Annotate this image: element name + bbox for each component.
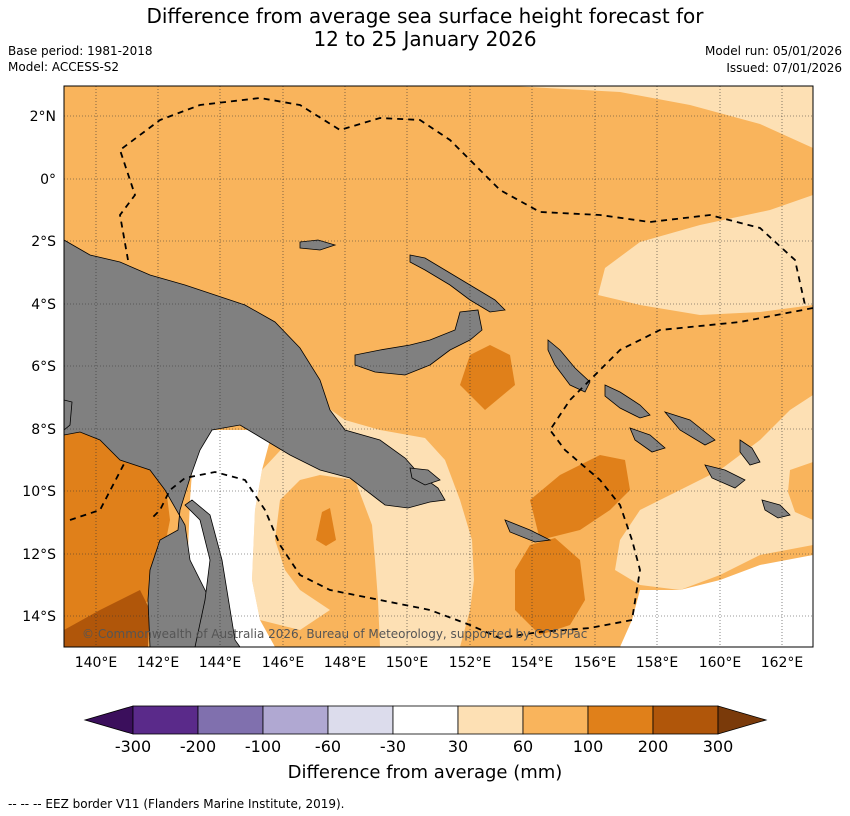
- lon-label: 146°E: [262, 655, 305, 671]
- colorbar-segment: [132, 705, 199, 735]
- colorbar-tick-label: 300: [703, 737, 734, 756]
- anomaly-60-100-east-edge: [788, 462, 813, 520]
- colorbar-title: Difference from average (mm): [287, 762, 563, 783]
- colorbar: -300 -200 -100 -60 -30 30 60 100 200 300: [83, 705, 768, 756]
- colorbar-tick-label: 30: [448, 737, 468, 756]
- anomaly-100-200-coral-small: [316, 508, 336, 546]
- anomaly-100-200-south: [515, 538, 585, 635]
- model-run: Model run: 05/01/2026: [704, 44, 842, 58]
- colorbar-tick-label: -100: [245, 737, 281, 756]
- colorbar-tick-label: 100: [573, 737, 604, 756]
- anomaly-30-60-e: [598, 195, 813, 315]
- lon-label: 144°E: [199, 655, 242, 671]
- anomaly-100-200-east: [530, 455, 630, 540]
- new-ireland-island: [409, 254, 506, 313]
- graticule: [64, 86, 813, 647]
- lat-label: 12°S: [22, 547, 56, 563]
- lon-label: 154°E: [511, 655, 554, 671]
- copyright-notice: © Commonwealth of Australia 2026, Bureau…: [82, 627, 587, 641]
- small-island-east: [761, 499, 791, 519]
- colorbar-tick-label: -300: [115, 737, 151, 756]
- lon-label: 142°E: [137, 655, 180, 671]
- colorbar-segment: [522, 705, 589, 735]
- west-island-edge: [64, 399, 73, 431]
- malaita-island: [663, 411, 716, 446]
- colorbar-segment: [457, 705, 524, 735]
- lon-label: 162°E: [761, 655, 804, 671]
- lat-label: 6°S: [31, 359, 56, 375]
- makira-island: [739, 439, 761, 466]
- anomaly-neutral-se: [620, 555, 813, 647]
- lon-label: 156°E: [574, 655, 617, 671]
- colorbar-tick-label: 200: [638, 737, 669, 756]
- lat-label: 14°S: [22, 609, 56, 625]
- anomaly-200-300-sw: [64, 590, 150, 647]
- eez-west: [69, 461, 126, 521]
- map-area: [64, 86, 813, 647]
- lat-label: 2°N: [30, 109, 56, 125]
- eez-footnote: -- -- -- EEZ border V11 (Flanders Marine…: [8, 797, 345, 811]
- base-period: Base period: 1981-2018: [8, 44, 153, 58]
- lat-label: 8°S: [31, 422, 56, 438]
- eez-png-solomon: [548, 307, 813, 621]
- map-frame: [63, 85, 814, 648]
- colorbar-tick-label: -200: [180, 737, 216, 756]
- rennell-island: [704, 464, 746, 489]
- lon-label: 158°E: [636, 655, 679, 671]
- colorbar-extend-low: [83, 705, 134, 735]
- louisiade-island: [504, 519, 552, 543]
- anomaly-30-60-se: [615, 395, 813, 590]
- new-britain-island: [354, 309, 483, 376]
- title-line-1: Difference from average sea surface heig…: [146, 4, 704, 28]
- colorbar-segment: [587, 705, 654, 735]
- lon-label: 140°E: [75, 655, 118, 671]
- colorbar-segment: [327, 705, 394, 735]
- eez-borders: [69, 97, 813, 639]
- longitude-labels: 140°E 142°E 144°E 146°E 148°E 150°E 152°E 154°E…: [75, 655, 804, 671]
- guadalcanal-island: [629, 427, 666, 453]
- choiseul-island: [604, 384, 651, 419]
- cape-york-peninsula: [184, 499, 241, 647]
- title-line-2: 12 to 25 January 2026: [313, 27, 537, 51]
- colorbar-segment: [652, 705, 719, 735]
- anomaly-30-60-ne: [510, 86, 813, 148]
- model-name: Model: ACCESS-S2: [8, 60, 120, 74]
- colorbar-tick-label: -30: [380, 737, 406, 756]
- dentrecasteaux-island: [409, 467, 441, 486]
- anomaly-100-200-west: [64, 430, 170, 630]
- colorbar-segment: [392, 705, 459, 735]
- lat-label: 2°S: [31, 234, 56, 250]
- eez-png-australia: [149, 471, 633, 639]
- lat-label: 10°S: [22, 484, 56, 500]
- new-guinea-landmass: [64, 239, 446, 647]
- lon-label: 152°E: [449, 655, 492, 671]
- lat-label: 4°S: [31, 297, 56, 313]
- lon-label: 148°E: [324, 655, 367, 671]
- manus-island: [299, 239, 337, 251]
- colorbar-segment: [262, 705, 329, 735]
- issued-date: Issued: 07/01/2026: [726, 61, 842, 75]
- lat-label: 0°: [40, 172, 56, 188]
- lon-label: 150°E: [386, 655, 429, 671]
- latitude-labels: 2°N 0° 2°S 4°S 6°S 8°S 10°S 12°S 14°S: [22, 109, 56, 625]
- lon-label: 160°E: [699, 655, 742, 671]
- anomaly-100-200-solomon-sea: [460, 345, 515, 410]
- colorbar-extend-high: [717, 705, 768, 735]
- colorbar-segment: [197, 705, 264, 735]
- colorbar-tick-label: -60: [315, 737, 341, 756]
- eez-png-north: [118, 97, 806, 306]
- colorbar-tick-label: 60: [513, 737, 533, 756]
